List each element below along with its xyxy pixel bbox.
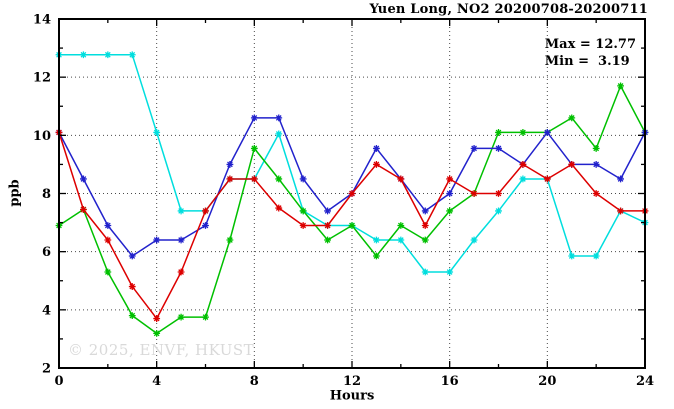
chart-title: Yuen Long, NO2 20200708-20200711 xyxy=(369,2,648,17)
max-label: Max = 12.77 xyxy=(544,37,636,52)
y-tick-label: 4 xyxy=(42,303,51,318)
y-tick-label: 14 xyxy=(33,13,51,28)
y-tick-label: 8 xyxy=(42,187,51,202)
x-tick-label: 20 xyxy=(538,374,556,389)
y-tick-label: 6 xyxy=(42,245,51,260)
x-tick-label: 4 xyxy=(152,374,161,389)
x-tick-label: 12 xyxy=(343,374,361,389)
x-tick-label: 8 xyxy=(250,374,259,389)
min-label: Min = 3.19 xyxy=(544,54,630,69)
x-tick-label: 0 xyxy=(54,374,63,389)
stats-annotation: Max = 12.77 Min = 3.19 xyxy=(545,36,636,70)
y-tick-label: 12 xyxy=(33,71,51,86)
x-axis-title: Hours xyxy=(329,388,375,404)
x-tick-label: 24 xyxy=(636,374,654,389)
x-tick-label: 16 xyxy=(441,374,459,389)
series-blue-markers xyxy=(55,114,649,260)
watermark: © 2025, ENVF, HKUST xyxy=(68,341,255,359)
y-tick-label: 2 xyxy=(42,362,51,377)
series-green-markers xyxy=(55,82,649,337)
y-axis-title: ppb xyxy=(7,179,23,207)
y-tick-label: 10 xyxy=(33,129,51,144)
